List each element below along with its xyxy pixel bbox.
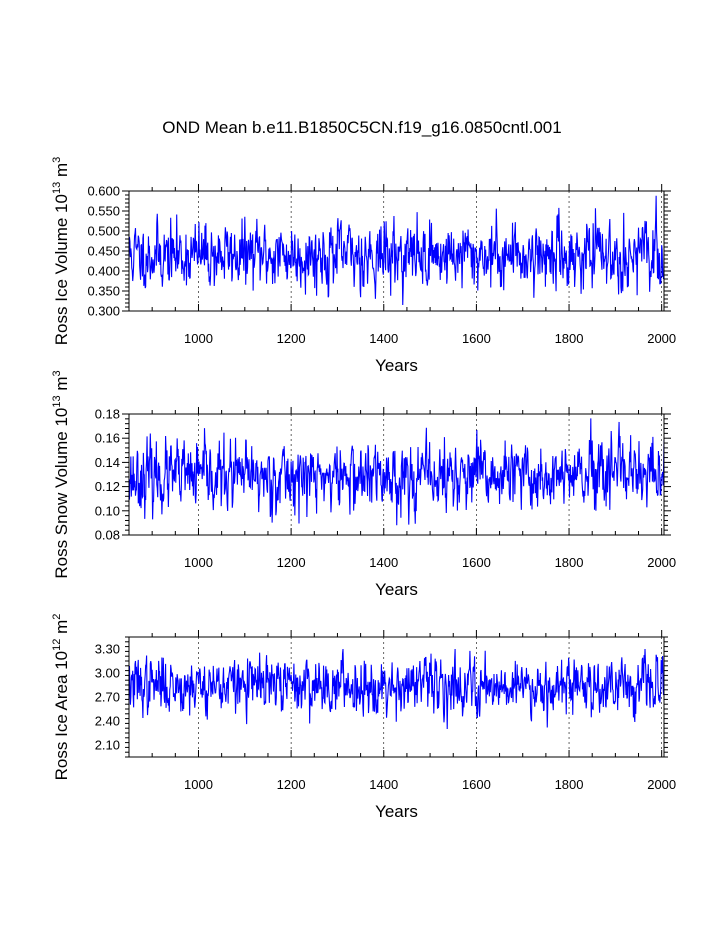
x-tick-label: 2000: [647, 331, 676, 346]
y-axis-label-exponent: 12: [51, 639, 63, 651]
x-tick-label: 1600: [462, 331, 491, 346]
chart-panel-2: 1000 1200 1400 1600 1800 2000 0.08 0.10 0.12 0.14…: [51, 370, 676, 599]
x-tick-label: 1400: [369, 555, 398, 570]
y-tick-label: 0.500: [87, 224, 120, 239]
x-tick-label: 1000: [184, 331, 213, 346]
y-axis-label-unit: m: [52, 163, 71, 182]
x-axis-label: Years: [375, 356, 418, 375]
series-line-3: [128, 648, 665, 729]
x-tick-label: 1800: [555, 555, 584, 570]
y-tick-label: 0.450: [87, 244, 120, 259]
panels: 1000 1200 1400 1600 1800 2000 0.300 0.350 0.400 0…: [51, 157, 676, 821]
y-axis-label-text: Ross Snow Volume 10: [52, 408, 71, 579]
y-axis-label-unit-exponent: 3: [51, 370, 63, 376]
y-axis-label-unit-exponent: 3: [51, 157, 63, 163]
x-axis-label: Years: [375, 802, 418, 821]
x-tick-label: 2000: [647, 555, 676, 570]
y-tick-label: 0.10: [95, 503, 120, 518]
y-axis-label: Ross Ice Area 1012 m2: [51, 614, 71, 781]
x-tick-label: 1000: [184, 555, 213, 570]
y-tick-label: 0.14: [95, 455, 120, 470]
chart-panel-3: 1000 1200 1400 1600 1800 2000 2.10 2.40 2.70 3.00…: [51, 614, 676, 821]
figure-title: OND Mean b.e11.B1850C5CN.f19_g16.0850cnt…: [162, 118, 561, 137]
series-line-2: [128, 418, 665, 526]
y-tick-label: 0.400: [87, 264, 120, 279]
plot-frame-2: [128, 413, 665, 536]
x-tick-label: 1200: [277, 555, 306, 570]
x-tick-label: 1600: [462, 777, 491, 792]
y-tick-label: 3.00: [95, 666, 120, 681]
x-axis-label: Years: [375, 580, 418, 599]
y-tick-label: 0.350: [87, 284, 120, 299]
x-tick-label: 1800: [555, 777, 584, 792]
y-axis-label-unit-exponent: 2: [51, 614, 63, 620]
y-tick-label: 0.300: [87, 304, 120, 319]
y-axis-label: Ross Ice Volume 1013 m3: [51, 157, 71, 345]
y-axis-label-exponent: 13: [51, 182, 63, 194]
y-axis-label: Ross Snow Volume 1013 m3: [51, 370, 71, 578]
y-tick-label: 0.600: [87, 184, 120, 199]
x-tick-label: 1200: [277, 331, 306, 346]
y-tick-label: 2.70: [95, 690, 120, 705]
y-axis-label-text: Ross Ice Area 10: [52, 651, 71, 780]
y-axis-label-unit: m: [52, 620, 71, 639]
y-tick-label: 0.16: [95, 431, 120, 446]
x-tick-label: 1400: [369, 777, 398, 792]
y-tick-label: 2.10: [95, 738, 120, 753]
y-tick-label: 2.40: [95, 714, 120, 729]
x-tick-label: 1800: [555, 331, 584, 346]
series-line-1: [128, 195, 665, 306]
y-tick-label: 0.550: [87, 204, 120, 219]
x-tick-label: 1600: [462, 555, 491, 570]
x-tick-label: 1400: [369, 331, 398, 346]
chart-panel-1: 1000 1200 1400 1600 1800 2000 0.300 0.350 0.400 0…: [51, 157, 676, 375]
y-axis-label-text: Ross Ice Volume 10: [52, 194, 71, 345]
y-tick-label: 0.12: [95, 479, 120, 494]
y-tick-label: 0.18: [95, 407, 120, 422]
y-axis-label-exponent: 13: [51, 395, 63, 407]
y-tick-label: 3.30: [95, 642, 120, 657]
y-tick-label: 0.08: [95, 528, 120, 543]
x-tick-label: 1200: [277, 777, 306, 792]
y-axis-label-unit: m: [52, 376, 71, 395]
x-tick-label: 1000: [184, 777, 213, 792]
x-tick-label: 2000: [647, 777, 676, 792]
plot-frame-3: [128, 636, 665, 758]
